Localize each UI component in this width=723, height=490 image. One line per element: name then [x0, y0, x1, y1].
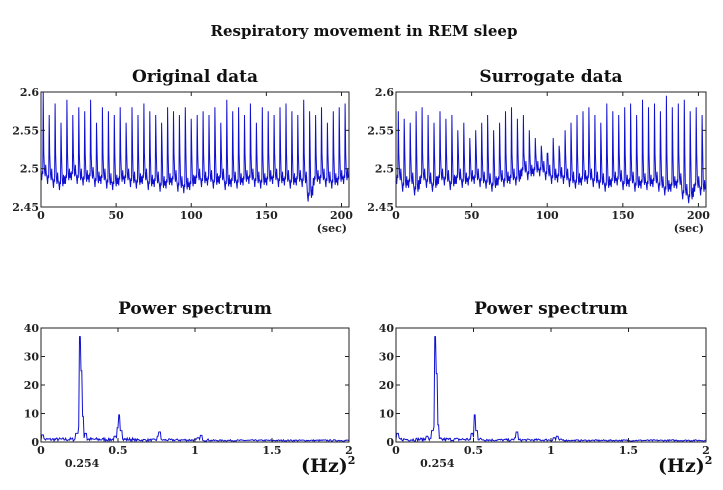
- x-tick-label: 0: [392, 209, 400, 222]
- x-tick-label: 0.5: [464, 444, 483, 457]
- y-tick-label: 10: [24, 408, 40, 421]
- y-tick-label: 10: [379, 408, 395, 421]
- y-tick-label: 2.45: [12, 201, 39, 214]
- x-tick-label: 1: [191, 444, 199, 457]
- peak-annotation: 0.254: [420, 457, 455, 470]
- x-tick-label: 150: [255, 209, 278, 222]
- x-tick-label: 0.5: [108, 444, 127, 457]
- y-tick-label: 40: [24, 322, 40, 335]
- x-tick-label: 150: [611, 209, 634, 222]
- peak-annotation: 0.254: [65, 457, 100, 470]
- x-tick-label: 200: [687, 209, 710, 222]
- x-axis-unit: (Hz): [301, 455, 348, 477]
- y-tick-label: 40: [379, 322, 395, 335]
- x-tick-label: 0: [37, 444, 45, 457]
- y-tick-label: 2.55: [12, 124, 39, 137]
- axes-box: [40, 91, 350, 208]
- axes-box: [40, 327, 350, 443]
- x-tick-label: 2: [345, 444, 353, 457]
- y-tick-label: 0: [386, 436, 394, 449]
- y-tick-label: 20: [379, 379, 395, 392]
- subplot-title: Power spectrum: [118, 299, 272, 319]
- subplot-1: Original data 0 50 100 150 200 2.45 2.5 2.55 2.6 (…: [12, 67, 353, 235]
- y-tick-label: 2.45: [367, 201, 394, 214]
- y-tick-label: 2.6: [20, 86, 39, 99]
- x-tick-label: 200: [330, 209, 353, 222]
- axes-box: [395, 91, 707, 208]
- x-axis-unit: (Hz): [658, 455, 705, 477]
- data-line: [395, 95, 706, 204]
- x-axis-label: (Hz)2: [658, 454, 712, 477]
- y-tick-label: 30: [24, 351, 40, 364]
- x-tick-label: 1.5: [262, 444, 281, 457]
- figure-title: Respiratory movement in REM sleep: [211, 22, 518, 40]
- y-tick-label: 30: [379, 351, 395, 364]
- x-axis-superscript: 2: [705, 454, 713, 467]
- x-tick-label: 0: [392, 444, 400, 457]
- subplot-title: Power spectrum: [474, 299, 628, 319]
- x-tick-label: 100: [536, 209, 559, 222]
- x-tick-label: 50: [108, 209, 124, 222]
- y-tick-label: 2.5: [20, 163, 39, 176]
- x-axis-label: (Hz)2: [301, 454, 355, 477]
- subplot-title: Surrogate data: [479, 67, 622, 87]
- data-line: [40, 336, 350, 443]
- axes-box: [395, 327, 707, 443]
- data-line: [395, 336, 707, 443]
- x-tick-label: 50: [464, 209, 480, 222]
- subplot-title: Original data: [132, 67, 258, 87]
- y-tick-label: 2.55: [367, 124, 394, 137]
- x-tick-label: 0: [37, 209, 45, 222]
- y-tick-label: 2.6: [375, 86, 394, 99]
- subplot-2: Surrogate data 0 50 100 150 200 2.45 2.5 2.55 2.6…: [367, 67, 710, 235]
- x-tick-label: 1.5: [619, 444, 638, 457]
- x-tick-label: 2: [702, 444, 710, 457]
- x-axis-superscript: 2: [348, 454, 356, 467]
- y-tick-label: 20: [24, 379, 40, 392]
- y-tick-label: 0: [31, 436, 39, 449]
- y-tick-label: 2.5: [375, 163, 394, 176]
- x-axis-label: (sec): [317, 222, 347, 235]
- x-axis-label: (sec): [674, 222, 704, 235]
- data-line: [40, 91, 349, 202]
- x-tick-label: 1: [547, 444, 555, 457]
- x-tick-label: 100: [180, 209, 203, 222]
